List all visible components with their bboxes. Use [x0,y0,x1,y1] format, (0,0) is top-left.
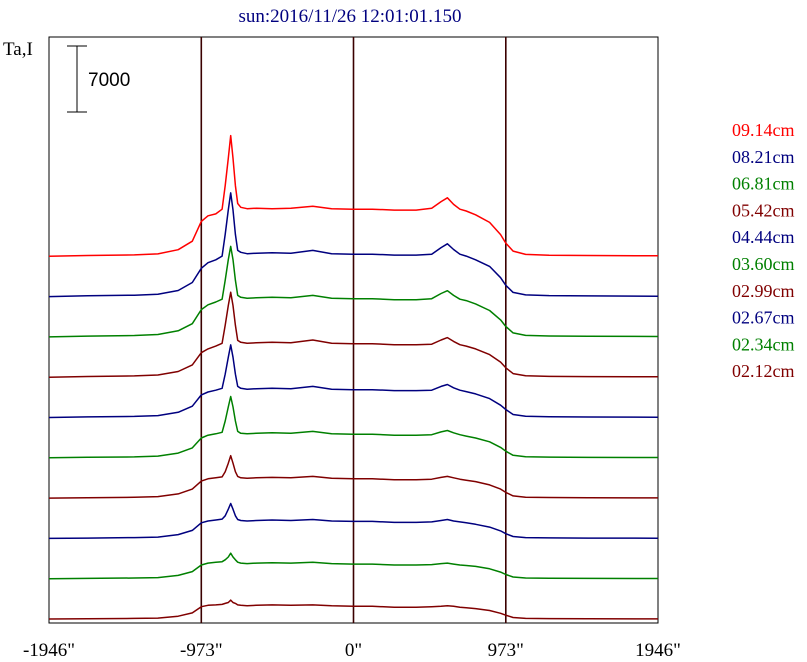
x-tick-label: 973" [488,640,524,661]
legend-entry: 05.42cm [732,200,795,220]
x-tick-label: 1946" [635,640,681,661]
legend-entry: 04.44cm [732,227,795,247]
reference-lines [200,37,507,623]
series-traces [48,134,659,620]
legend-entry: 02.99cm [732,281,795,301]
series-line-06.81cm [48,245,659,338]
chart-title: sun:2016/11/26 12:01:01.150 [238,6,461,27]
series-line-04.44cm [48,344,659,419]
legend-entry: 02.12cm [732,361,795,381]
legend-entry: 09.14cm [732,120,795,140]
series-line-02.12cm [48,599,659,620]
x-tick-label: -973" [180,640,223,661]
x-tick-label: -1946" [23,640,75,661]
legend-entry: 06.81cm [732,174,795,194]
series-line-02.34cm [48,552,659,580]
legend-entry: 08.21cm [732,147,795,167]
series-line-02.99cm [48,454,659,499]
legend-entry: 02.34cm [732,334,795,354]
x-tick-labels: -1946" -973" 0" 973" 1946" [23,640,681,661]
series-line-02.67cm [48,502,659,540]
legend-entry: 03.60cm [732,254,795,274]
y-axis-label: Ta,I [3,39,33,60]
series-line-05.42cm [48,291,659,378]
scale-bar: 7000 [67,45,130,113]
series-line-08.21cm [48,192,659,298]
legend-entry: 02.67cm [732,308,795,328]
x-tick-label: 0" [345,640,362,661]
scale-bar-label: 7000 [88,70,130,91]
series-line-09.14cm [48,134,659,258]
legend: 09.14cm 08.21cm 06.81cm 05.42cm 04.44cm 03.60… [732,120,795,381]
series-line-03.60cm [48,395,659,459]
